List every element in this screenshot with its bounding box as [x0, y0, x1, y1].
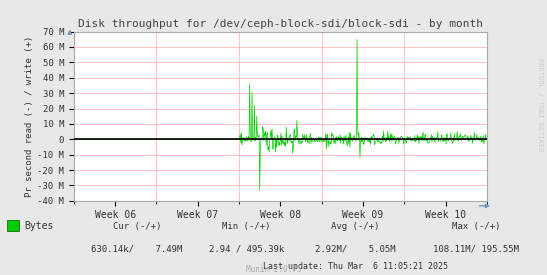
- Text: Last update: Thu Mar  6 11:05:21 2025: Last update: Thu Mar 6 11:05:21 2025: [263, 262, 448, 271]
- Text: Max (-/+): Max (-/+): [452, 222, 500, 231]
- Title: Disk throughput for /dev/ceph-block-sdi/block-sdi - by month: Disk throughput for /dev/ceph-block-sdi/…: [78, 20, 483, 29]
- Text: Cur (-/+): Cur (-/+): [113, 222, 161, 231]
- Text: 630.14k/    7.49M: 630.14k/ 7.49M: [91, 244, 183, 253]
- Text: 108.11M/ 195.55M: 108.11M/ 195.55M: [433, 244, 519, 253]
- Bar: [7, 220, 19, 231]
- Text: Avg (-/+): Avg (-/+): [331, 222, 380, 231]
- Text: Min (-/+): Min (-/+): [222, 222, 270, 231]
- Text: 2.92M/    5.05M: 2.92M/ 5.05M: [315, 244, 396, 253]
- Text: Munin 2.0.75: Munin 2.0.75: [246, 265, 301, 274]
- Text: RRDTOOL / TOBI OETIKER: RRDTOOL / TOBI OETIKER: [537, 58, 543, 151]
- Text: 2.94 / 495.39k: 2.94 / 495.39k: [208, 244, 284, 253]
- Text: Bytes: Bytes: [24, 221, 53, 231]
- Y-axis label: Pr second read (-) / write (+): Pr second read (-) / write (+): [26, 35, 34, 197]
